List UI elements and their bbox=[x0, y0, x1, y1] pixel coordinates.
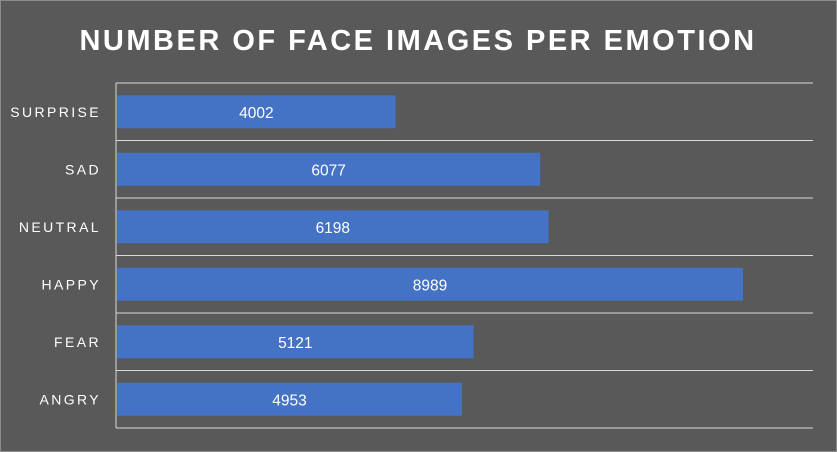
bar-surprise bbox=[117, 95, 396, 129]
data-label: 6198 bbox=[316, 220, 350, 237]
bars bbox=[117, 95, 743, 416]
category-label: FEAR bbox=[54, 334, 101, 350]
category-label: ANGRY bbox=[39, 391, 101, 407]
data-label: 4002 bbox=[239, 105, 273, 122]
data-label: 5121 bbox=[278, 335, 312, 352]
gridlines bbox=[115, 82, 813, 429]
chart-title: NUMBER OF FACE IMAGES PER EMOTION bbox=[79, 25, 756, 57]
category-label: SAD bbox=[65, 161, 101, 177]
data-label: 4953 bbox=[272, 392, 306, 409]
bar-sad bbox=[117, 152, 541, 186]
category-label: HAPPY bbox=[42, 276, 101, 292]
category-label: SURPRISE bbox=[10, 104, 101, 120]
data-label: 8989 bbox=[413, 277, 447, 294]
data-label: 6077 bbox=[311, 162, 345, 179]
bar-happy bbox=[117, 267, 743, 301]
bar-neutral bbox=[117, 210, 549, 244]
bar-fear bbox=[117, 325, 474, 359]
category-label: NEUTRAL bbox=[19, 219, 101, 235]
bar-angry bbox=[117, 382, 462, 416]
labels: SURPRISE 4002 SAD 6077 NEUTRAL 6198 HAPPY 8989 F… bbox=[10, 104, 447, 410]
